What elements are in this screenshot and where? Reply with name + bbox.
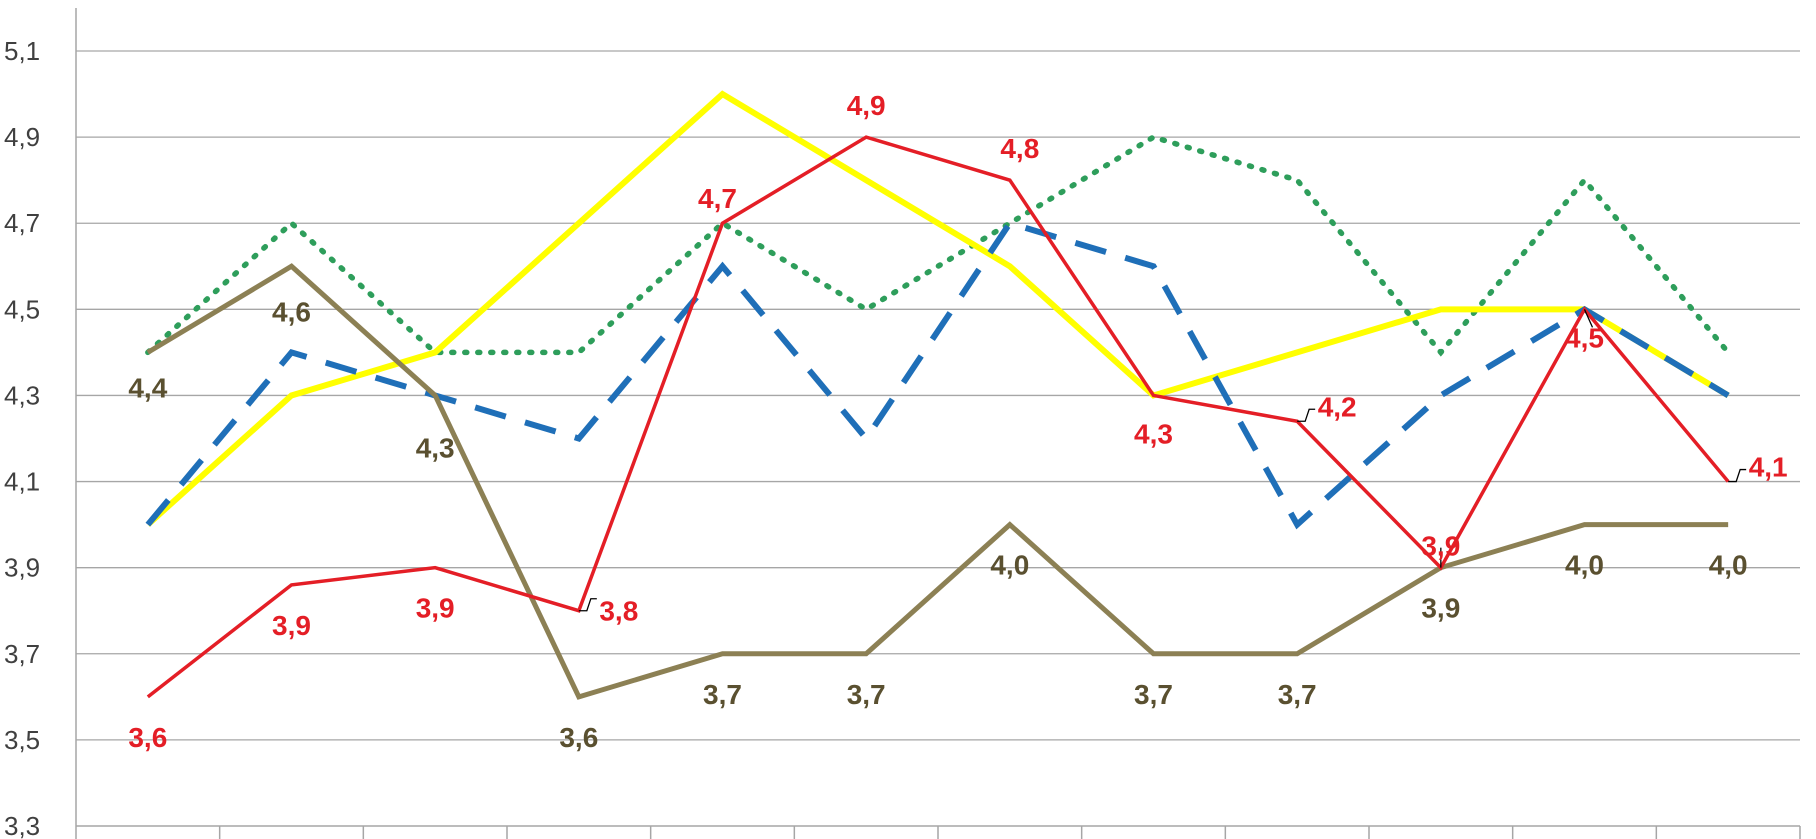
data-label-olive: 3,6 — [559, 722, 598, 753]
y-axis-tick-labels: 3,3 3,5 3,7 3,9 4,1 4,3 4,5 4,7 4,9 5,1 — [4, 36, 40, 839]
data-labels: 4,4 4,6 4,3 3,6 3,7 3,7 4,0 3,7 3,7 3,9 4,0 4,0 3,6 3… — [128, 90, 1787, 753]
data-label-olive: 3,7 — [847, 679, 886, 710]
data-label-olive: 3,7 — [1278, 679, 1317, 710]
y-tick-label: 4,1 — [4, 467, 40, 497]
y-tick-label: 3,3 — [4, 811, 40, 839]
data-label-olive: 4,4 — [128, 372, 167, 403]
data-label-olive: 4,0 — [1709, 550, 1748, 581]
data-label-leader-line — [1728, 468, 1747, 483]
data-label-red: 3,9 — [272, 610, 311, 641]
y-tick-label: 4,5 — [4, 294, 40, 324]
data-label-red: 4,1 — [1749, 452, 1788, 483]
gridlines — [76, 50, 1800, 741]
y-tick-label: 4,3 — [4, 380, 40, 410]
data-label-red: 4,7 — [698, 183, 737, 214]
data-label-leader-line — [1583, 309, 1594, 328]
data-label-red: 4,8 — [1000, 133, 1039, 164]
data-label-red: 4,3 — [1134, 418, 1173, 449]
data-label-red: 3,9 — [416, 593, 455, 624]
series-line-red — [146, 135, 1730, 699]
y-tick-label: 4,7 — [4, 208, 40, 238]
data-label-red: 3,8 — [599, 596, 638, 627]
axes — [75, 8, 1801, 839]
series-lines — [145, 90, 1731, 700]
data-label-leader-line — [1297, 408, 1316, 422]
data-label-olive: 4,6 — [272, 296, 311, 327]
y-tick-label: 4,9 — [4, 122, 40, 152]
y-tick-label: 3,5 — [4, 725, 40, 755]
series-line-dashed — [145, 219, 1730, 530]
data-label-red: 4,2 — [1318, 391, 1357, 422]
data-label-red: 4,5 — [1565, 322, 1604, 353]
data-label-red: 4,9 — [847, 90, 886, 121]
series-line-dotted — [145, 134, 1731, 357]
y-tick-label: 5,1 — [4, 36, 40, 66]
data-label-olive: 4,0 — [990, 550, 1029, 581]
series-line-yellow — [145, 90, 1730, 527]
data-label-olive: 3,7 — [703, 679, 742, 710]
data-label-olive: 3,9 — [1421, 593, 1460, 624]
data-label-leader-line — [578, 598, 597, 612]
series-line-olive — [146, 263, 1729, 700]
y-tick-label: 3,9 — [4, 553, 40, 583]
data-label-red: 3,9 — [1421, 531, 1460, 562]
data-label-olive: 4,0 — [1565, 550, 1604, 581]
data-label-olive: 3,7 — [1134, 679, 1173, 710]
data-label-olive: 4,3 — [416, 432, 455, 463]
y-tick-label: 3,7 — [4, 639, 40, 669]
data-label-red: 3,6 — [128, 722, 167, 753]
